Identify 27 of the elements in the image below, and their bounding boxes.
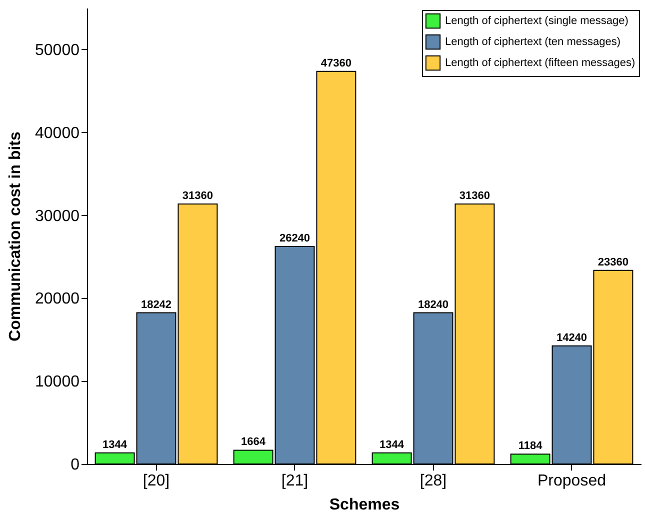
legend-label: Length of ciphertext (fifteen messages) [445,57,636,69]
legend-label: Length of ciphertext (ten messages) [445,36,620,48]
data-label: 26240 [279,232,310,244]
data-label: 1664 [241,436,266,448]
y-tick-label: 30000 [35,208,80,225]
data-label: 14240 [556,332,588,344]
data-label: 1344 [102,438,128,451]
legend-label: Length of ciphertext (single message) [445,15,628,27]
data-label: 23360 [598,256,629,268]
x-axis-title: Schemes [329,496,400,514]
y-tick-label: 50000 [35,42,80,59]
y-tick-label: 40000 [35,124,80,142]
x-tick-label: [21] [281,472,308,490]
x-tick-label: Proposed [538,472,606,490]
data-label: 47360 [320,57,352,70]
data-label: 31360 [182,190,214,202]
y-axis-title: Communication cost in bits [7,132,24,342]
data-label: 18242 [140,298,172,311]
x-tick-label: [28] [420,472,447,490]
y-tick-label: 20000 [35,290,80,308]
y-tick-label: 10000 [35,374,80,391]
x-tick-label: [20] [142,472,170,490]
data-label: 18240 [418,298,449,311]
y-tick-label: 0 [70,456,80,474]
data-label: 31360 [459,190,490,202]
data-label: 1344 [380,438,405,451]
data-label: 1184 [518,440,544,452]
